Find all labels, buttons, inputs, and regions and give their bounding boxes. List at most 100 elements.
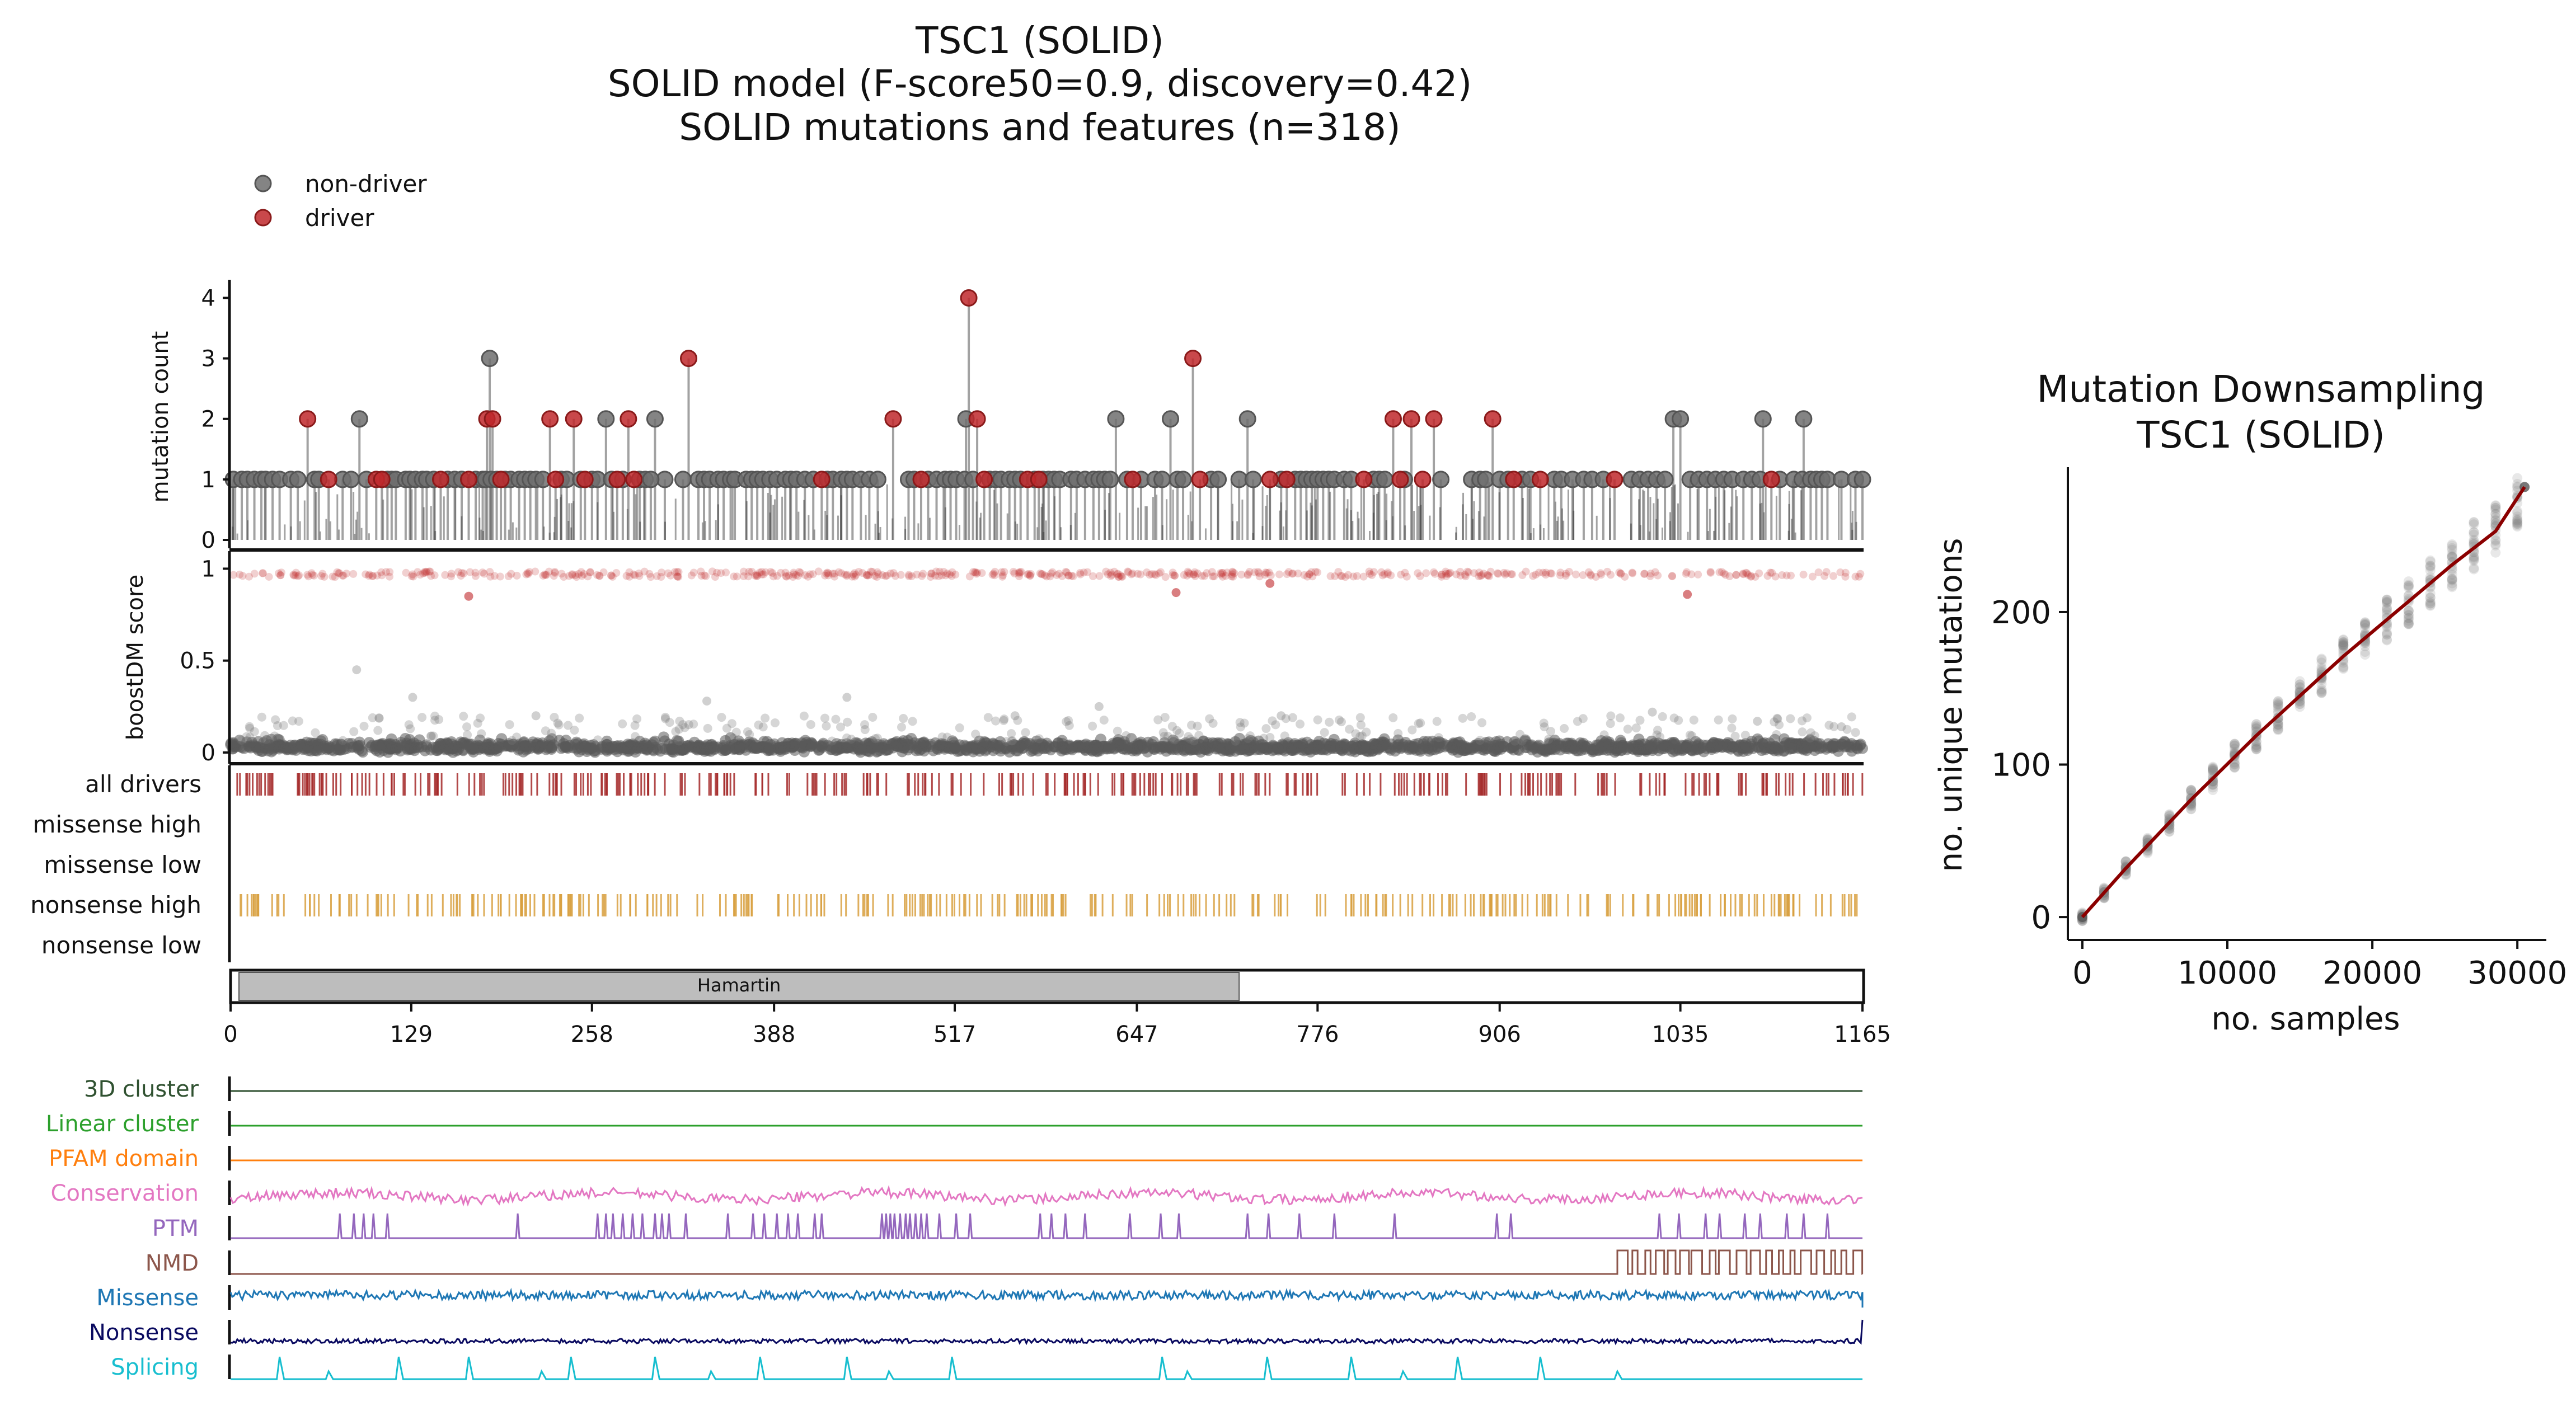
boostdm-point-non-driver (1687, 731, 1697, 741)
needle-point-driver (1355, 471, 1373, 488)
needle-point-driver (1425, 410, 1443, 428)
boostdm-point-non-driver (1475, 736, 1485, 745)
boostdm-point-non-driver (1846, 745, 1858, 757)
boostdm-point-non-driver (359, 721, 369, 731)
boostdm-point-driver (1184, 569, 1193, 577)
needle-point-non-driver (1795, 410, 1813, 428)
boostdm-point-non-driver (768, 738, 780, 750)
downsampling-point (2164, 826, 2175, 837)
boostdm-point-driver (823, 568, 832, 577)
boostdm-point-driver (871, 572, 879, 580)
boostdm-point-driver (711, 573, 719, 581)
boostdm-point-non-driver (512, 732, 522, 742)
boostdm-point-driver (1365, 567, 1373, 576)
boostdm-point-driver (365, 570, 374, 579)
boostdm-point-non-driver (531, 711, 541, 721)
domain-xtick-label-3: 388 (753, 1022, 795, 1047)
boostdm-point-driver (1161, 573, 1170, 581)
downsampling-point (2316, 688, 2327, 698)
boostdm-point-driver (1782, 571, 1791, 580)
downsampling-point (2490, 515, 2501, 526)
boostdm-point-driver (1147, 570, 1156, 579)
downsampling-point (2186, 803, 2197, 814)
needle-point-driver (431, 471, 449, 488)
needle-point-non-driver (342, 471, 360, 488)
boostdm-point-driver (1445, 570, 1453, 578)
boostdm-point-driver (1518, 571, 1527, 580)
needle-point-driver (968, 410, 986, 428)
boostdm-point-driver (1508, 570, 1517, 579)
boostdm-point-non-driver (1775, 720, 1784, 730)
boostdm-point-non-driver (1548, 740, 1560, 751)
boostdm-point-driver (972, 568, 980, 577)
needle-point-driver (1391, 471, 1409, 488)
boostdm-point-driver (673, 568, 681, 576)
boostdm-point-non-driver (1163, 732, 1172, 741)
boostdm-point-non-driver (1088, 721, 1097, 731)
downsampling-point (2512, 515, 2523, 525)
needle-ylabel: mutation count (148, 331, 173, 503)
boostdm-point-driver (1048, 568, 1057, 576)
needle-point-driver (299, 410, 317, 428)
boostdm-point-non-driver (1407, 725, 1417, 735)
downsampling-point (2251, 719, 2261, 730)
boostdm-point-non-driver (775, 745, 786, 757)
boostdm-point-non-driver (680, 723, 689, 732)
boostdm-point-non-driver (1194, 731, 1204, 740)
boostdm-point-non-driver (1175, 728, 1184, 738)
boostdm-point-driver (542, 571, 551, 579)
boostdm-point-non-driver (1770, 717, 1779, 727)
boostdm-point-driver (1313, 568, 1322, 577)
boostdm-point-driver (948, 568, 956, 576)
needle-points (224, 289, 1871, 488)
boostdm-point-non-driver (860, 720, 870, 730)
boostdm-point-non-driver (1008, 736, 1017, 746)
downsampling-point (2447, 574, 2457, 585)
boostdm-point-driver (1058, 572, 1066, 580)
downsampling-point (2447, 573, 2457, 584)
downsampling-point (2382, 595, 2392, 605)
boostdm-point-driver (1463, 567, 1472, 576)
boostdm-point-non-driver (271, 741, 283, 753)
boostdm-point-driver (1768, 568, 1776, 577)
boostdm-point-driver (753, 572, 761, 580)
needle-point-driver (884, 410, 902, 428)
downsampling-xtick-label-0: 0 (2072, 955, 2092, 991)
downsampling-point (2382, 603, 2392, 613)
downsampling-point (2251, 721, 2261, 731)
boostdm-point-non-driver (868, 713, 878, 722)
boostdm-point-non-driver (588, 739, 599, 751)
boostdm-point-driver (794, 572, 803, 580)
boostdm-point-non-driver (842, 733, 852, 743)
boostdm-point-non-driver (477, 729, 486, 739)
boostdm-point-driver (419, 569, 427, 577)
boostdm-point-driver (1461, 571, 1469, 579)
needle-point-non-driver (1174, 471, 1192, 488)
needle-point-driver (1484, 410, 1502, 428)
boostdm-point-driver (1043, 572, 1051, 581)
downsampling-point (2316, 657, 2327, 668)
boostdm-point-non-driver (1434, 733, 1443, 742)
needle-ytick-label-2: 2 (201, 407, 215, 432)
boostdm-point-driver (1133, 570, 1142, 578)
boostdm-point-non-driver (618, 719, 627, 728)
boostdm-point-non-driver (246, 736, 258, 748)
needle-point-driver (1030, 471, 1048, 488)
boostdm-point-driver (1646, 570, 1655, 578)
boostdm-point-driver (872, 573, 881, 581)
boostdm-point-driver (513, 571, 521, 580)
boostdm-point-driver (858, 569, 866, 577)
boostdm-point-driver (796, 568, 805, 577)
downsampling-point (2186, 787, 2197, 797)
boostdm-point-driver (458, 569, 466, 577)
boostdm-point-driver (1682, 568, 1691, 576)
boostdm-point-non-driver (1089, 740, 1101, 751)
boostdm-point-non-driver (1064, 721, 1074, 730)
boostdm-point-driver (1416, 572, 1424, 580)
downsampling-point (2316, 679, 2327, 689)
boostdm-point-driver (1683, 590, 1692, 599)
boostdm-point-driver (369, 572, 377, 580)
boostdm-point-driver (848, 572, 856, 581)
needle-point-non-driver (642, 471, 660, 488)
